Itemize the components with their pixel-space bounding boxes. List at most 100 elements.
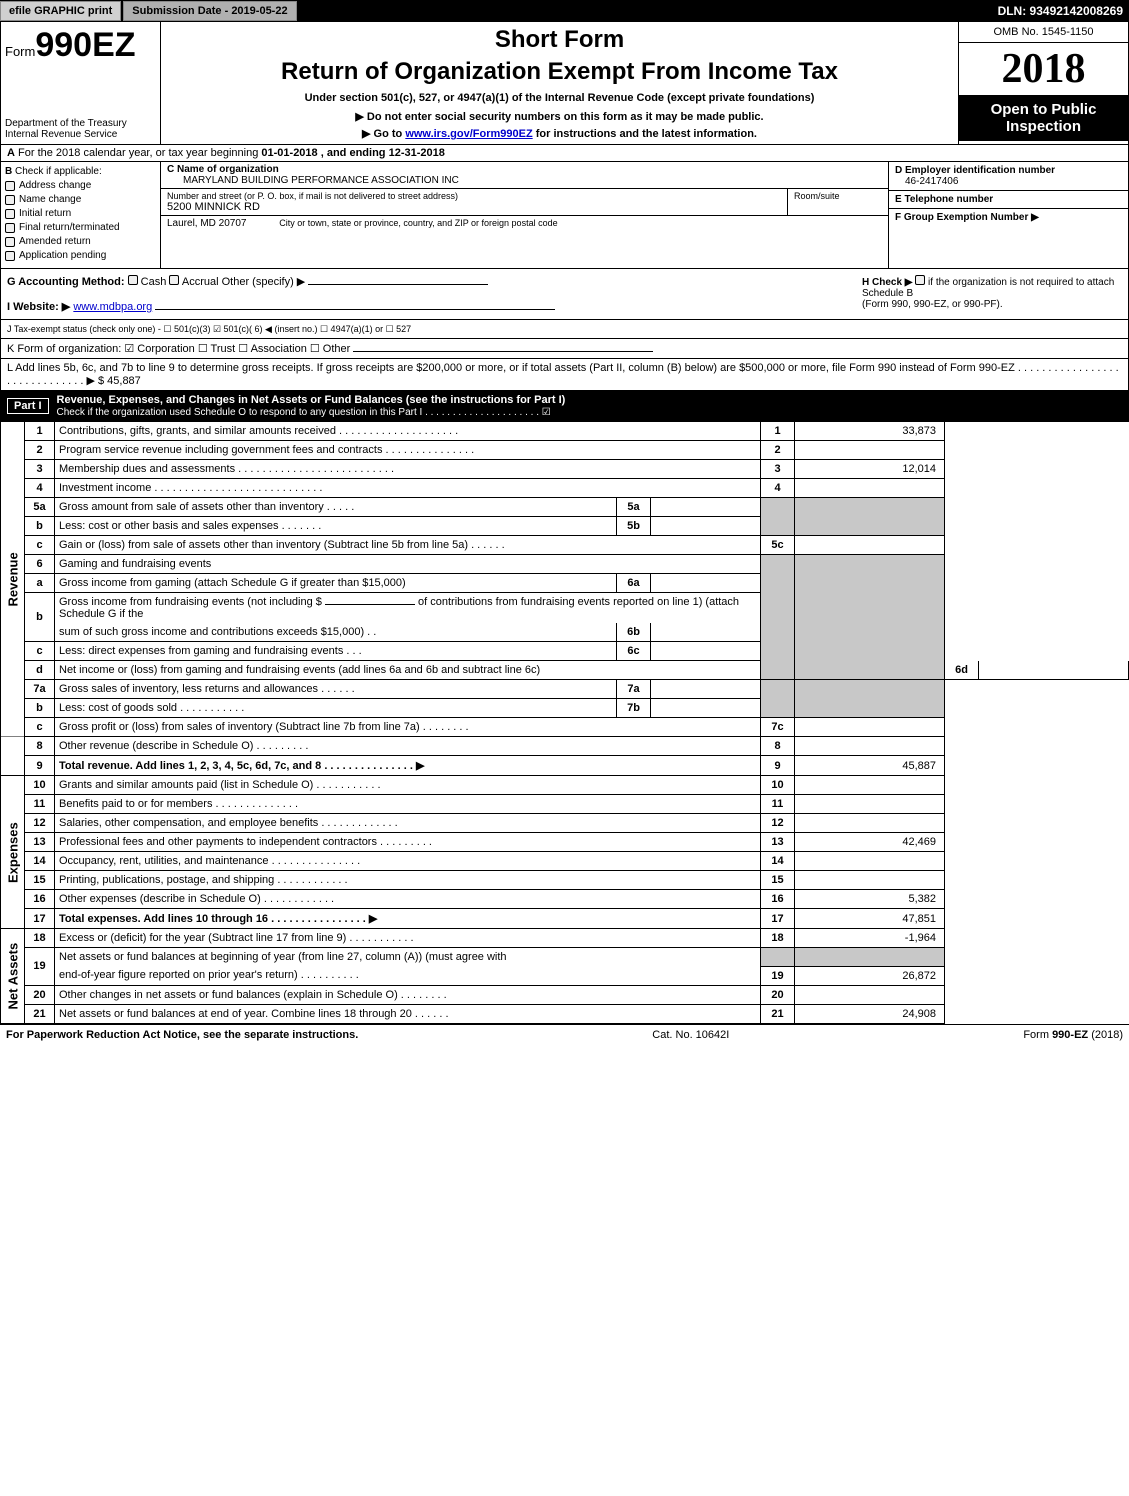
- revenue-sidebar-cont: [1, 737, 25, 776]
- line-desc: Printing, publications, postage, and shi…: [55, 871, 761, 890]
- line-num: 17: [25, 909, 55, 929]
- chk-label: Initial return: [19, 208, 71, 219]
- line-rval: 12,014: [795, 460, 945, 479]
- dln-number: DLN: 93492142008269: [992, 4, 1129, 18]
- ein-block: D Employer identification number 46-2417…: [889, 162, 1128, 191]
- line-19a: 19 Net assets or fund balances at beginn…: [1, 948, 1129, 967]
- line-rval: 5,382: [795, 890, 945, 909]
- line-desc: end-of-year figure reported on prior yea…: [55, 966, 761, 985]
- line-num: 20: [25, 985, 55, 1004]
- line-desc: Salaries, other compensation, and employ…: [55, 814, 761, 833]
- line-11: 11 Benefits paid to or for members . . .…: [1, 795, 1129, 814]
- section-a-label: A: [7, 147, 15, 159]
- line-4: 4 Investment income . . . . . . . . . . …: [1, 479, 1129, 498]
- form-prefix: Form: [5, 44, 35, 59]
- city-value: Laurel, MD 20707: [167, 218, 247, 229]
- line-num: 4: [25, 479, 55, 498]
- irs-link[interactable]: www.irs.gov/Form990EZ: [405, 128, 532, 140]
- line-num: 13: [25, 833, 55, 852]
- section-b-label: B: [5, 166, 12, 177]
- line-desc: Occupancy, rent, utilities, and maintena…: [55, 852, 761, 871]
- section-a-text2: , and ending: [321, 147, 389, 159]
- section-b: B Check if applicable: Address change Na…: [1, 162, 161, 268]
- chk-initial-return[interactable]: Initial return: [5, 208, 156, 219]
- line-desc: Gross income from fundraising events (no…: [55, 593, 761, 624]
- line-rval: 26,872: [795, 966, 945, 985]
- part1-table: Revenue 1 Contributions, gifts, grants, …: [0, 422, 1129, 1024]
- line-rnum: 20: [761, 985, 795, 1004]
- line-5b: b Less: cost or other basis and sales ex…: [1, 517, 1129, 536]
- line-rval: [795, 536, 945, 555]
- grey-block: [761, 498, 795, 536]
- chk-name-change[interactable]: Name change: [5, 194, 156, 205]
- page-footer: For Paperwork Reduction Act Notice, see …: [0, 1024, 1129, 1045]
- checkbox-icon[interactable]: [169, 275, 179, 285]
- top-bar: efile GRAPHIC print Submission Date - 20…: [0, 0, 1129, 22]
- line-num: b: [25, 517, 55, 536]
- line-desc: Less: direct expenses from gaming and fu…: [55, 642, 617, 661]
- line-mnum: 7a: [617, 680, 651, 699]
- part1-title: Revenue, Expenses, and Changes in Net As…: [57, 394, 566, 406]
- submission-date-badge: Submission Date - 2019-05-22: [123, 1, 296, 21]
- checkbox-icon: [5, 181, 15, 191]
- line-num: a: [25, 574, 55, 593]
- line-6a: a Gross income from gaming (attach Sched…: [1, 574, 1129, 593]
- i-label: I Website: ▶: [7, 301, 70, 313]
- checkbox-icon[interactable]: [128, 275, 138, 285]
- g-other-input[interactable]: [308, 284, 488, 285]
- footer-left: For Paperwork Reduction Act Notice, see …: [6, 1029, 358, 1041]
- line-7c: c Gross profit or (loss) from sales of i…: [1, 718, 1129, 737]
- line-rnum: 16: [761, 890, 795, 909]
- line-mval: [651, 680, 761, 699]
- chk-amended-return[interactable]: Amended return: [5, 236, 156, 247]
- expenses-sidebar: Expenses: [1, 776, 25, 929]
- checkbox-icon: [5, 237, 15, 247]
- website-underline: [155, 309, 555, 310]
- line-mval: [651, 517, 761, 536]
- line-6d: d Net income or (loss) from gaming and f…: [1, 661, 1129, 680]
- goto-suffix: for instructions and the latest informat…: [533, 128, 757, 140]
- line-mval: [651, 498, 761, 517]
- section-g: G Accounting Method: Cash Accrual Other …: [7, 275, 862, 313]
- addr-value: 5200 MINNICK RD: [167, 201, 781, 213]
- line-desc: Membership dues and assessments . . . . …: [55, 460, 761, 479]
- dept-line2: Internal Revenue Service: [5, 129, 156, 140]
- line-17-bold: Total expenses. Add lines 10 through 16 …: [59, 913, 377, 925]
- line-rnum: 3: [761, 460, 795, 479]
- grp-label: F Group Exemption Number ▶: [895, 212, 1039, 223]
- line-num: c: [25, 718, 55, 737]
- sections-bcd: B Check if applicable: Address change Na…: [0, 162, 1129, 269]
- tel-label: E Telephone number: [895, 194, 993, 205]
- chk-application-pending[interactable]: Application pending: [5, 250, 156, 261]
- line-num: 2: [25, 441, 55, 460]
- line-rnum: 18: [761, 929, 795, 948]
- topbar-left: efile GRAPHIC print Submission Date - 20…: [0, 1, 297, 21]
- chk-address-change[interactable]: Address change: [5, 180, 156, 191]
- website-link[interactable]: www.mdbpa.org: [73, 301, 152, 313]
- efile-print-button[interactable]: efile GRAPHIC print: [0, 1, 121, 21]
- line-desc: Net income or (loss) from gaming and fun…: [55, 661, 761, 680]
- line-rval: 42,469: [795, 833, 945, 852]
- line-desc: Contributions, gifts, grants, and simila…: [55, 422, 761, 441]
- open-public-line1: Open to Public: [963, 101, 1124, 118]
- section-j: J Tax-exempt status (check only one) - ☐…: [0, 320, 1129, 339]
- line-desc: Other changes in net assets or fund bala…: [55, 985, 761, 1004]
- line-6b-blank[interactable]: [325, 604, 415, 605]
- section-a-text1: For the 2018 calendar year, or tax year …: [18, 147, 261, 159]
- revenue-sidebar: Revenue: [1, 422, 25, 737]
- checkbox-icon[interactable]: [915, 275, 925, 285]
- line-num: d: [25, 661, 55, 680]
- line-desc: Gain or (loss) from sale of assets other…: [55, 536, 761, 555]
- chk-final-return[interactable]: Final return/terminated: [5, 222, 156, 233]
- room-label: Room/suite: [794, 191, 882, 201]
- goto-prefix: ▶ Go to: [362, 128, 405, 140]
- line-18: Net Assets 18 Excess or (deficit) for th…: [1, 929, 1129, 948]
- line-5c: c Gain or (loss) from sale of assets oth…: [1, 536, 1129, 555]
- goto-text: ▶ Go to www.irs.gov/Form990EZ for instru…: [169, 127, 950, 140]
- line-desc: Gross sales of inventory, less returns a…: [55, 680, 617, 699]
- sections-gh: G Accounting Method: Cash Accrual Other …: [0, 269, 1129, 320]
- org-city-block: Laurel, MD 20707 City or town, state or …: [161, 216, 888, 231]
- line-num: 9: [25, 756, 55, 776]
- org-name-value: MARYLAND BUILDING PERFORMANCE ASSOCIATIO…: [167, 175, 882, 186]
- line-12: 12 Salaries, other compensation, and emp…: [1, 814, 1129, 833]
